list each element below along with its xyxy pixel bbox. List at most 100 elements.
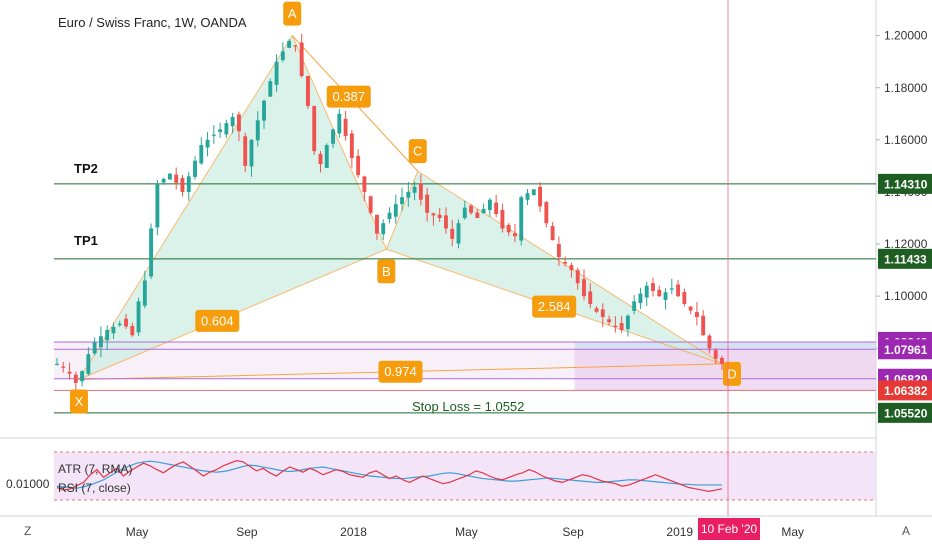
- axis-left-button[interactable]: Z: [24, 524, 31, 538]
- candle-body: [337, 113, 342, 134]
- ratio-label-2-bg: [532, 295, 577, 318]
- crosshair-cursor: 10 Feb '20: [698, 0, 760, 540]
- point-a: A: [288, 6, 297, 21]
- target-zone-blue: [574, 341, 876, 350]
- indicator-pane[interactable]: [54, 451, 876, 501]
- time-axis[interactable]: May Sep 2018 May Sep 2019 May: [126, 525, 804, 539]
- candle-body: [682, 292, 687, 304]
- tp2-label: TP2: [74, 161, 98, 176]
- time-tick-label: 2018: [340, 525, 367, 539]
- candle-body: [105, 330, 110, 341]
- candle-body: [569, 265, 574, 271]
- candle-body: [538, 186, 543, 207]
- tp1-label: TP1: [74, 233, 98, 248]
- candle-body: [588, 291, 593, 304]
- ratio-label-1-bg: [195, 309, 240, 332]
- candle-body: [644, 285, 649, 298]
- candle-body: [205, 139, 210, 148]
- candle-body: [375, 214, 379, 234]
- candle-body: [230, 116, 235, 127]
- price-tick-label: 1.20000: [884, 29, 928, 43]
- candle-body: [425, 194, 430, 213]
- price-tick-label: 1.18000: [884, 81, 928, 95]
- candle-body: [224, 123, 229, 135]
- candle-body: [582, 279, 586, 297]
- candle-body: [312, 106, 317, 152]
- candle-body: [86, 354, 91, 374]
- candle-body: [161, 178, 166, 183]
- candle-body: [437, 214, 442, 218]
- time-tick-label: May: [455, 525, 478, 539]
- price-tick-label: 1.16000: [884, 133, 928, 147]
- level-tag-3: 1.07961: [884, 343, 928, 357]
- point-b-bg: [377, 259, 396, 284]
- time-tick-label: May: [126, 525, 149, 539]
- candle-body: [619, 323, 624, 331]
- price-axis[interactable]: 1.200001.180001.160001.140001.120001.100…: [876, 29, 932, 423]
- candle-body: [638, 293, 643, 304]
- candle-body: [280, 51, 285, 61]
- pattern-labels: X A B C D 0.387 0.604 2.584 0.974: [69, 1, 741, 414]
- candle-body: [193, 160, 197, 177]
- candle-body: [199, 145, 204, 164]
- candle-body: [142, 280, 147, 306]
- level-tag-5: 1.06382: [884, 384, 928, 398]
- candle-body: [349, 133, 354, 159]
- candle-body: [462, 207, 467, 219]
- point-b: B: [382, 264, 391, 279]
- candle-body: [418, 183, 423, 200]
- ratio-label-3: 0.974: [384, 364, 417, 379]
- candle-body: [356, 155, 361, 176]
- candle-body: [293, 45, 298, 47]
- candle-body: [124, 318, 128, 327]
- candle-body: [155, 184, 160, 228]
- candle-body: [487, 199, 492, 211]
- candle-body: [324, 145, 329, 168]
- candle-body: [694, 312, 699, 317]
- candle-body: [663, 292, 668, 300]
- candle-body: [111, 326, 116, 334]
- candle-body: [318, 153, 323, 165]
- candle-body: [186, 176, 191, 192]
- candle-body: [613, 325, 618, 327]
- level-tag-0-bg: [878, 173, 932, 194]
- candle-body: [362, 176, 367, 192]
- candle-body: [287, 40, 292, 48]
- candle-body: [73, 374, 78, 383]
- candle-body: [676, 284, 681, 297]
- candle-body: [500, 209, 505, 229]
- candle-body: [368, 196, 373, 213]
- point-x: X: [75, 394, 84, 409]
- point-a-bg: [283, 1, 302, 26]
- candle-body: [393, 204, 398, 217]
- candle-body: [456, 223, 461, 244]
- candle-body: [525, 193, 530, 200]
- level-tag-6-bg: [878, 402, 932, 423]
- candle-body: [406, 191, 411, 198]
- ratio-label-3-bg: [378, 360, 423, 383]
- candle-body: [707, 335, 712, 349]
- candle-body: [481, 208, 486, 214]
- candle-body: [67, 371, 72, 374]
- ratio-label-1: 0.604: [201, 313, 234, 328]
- candle-body: [249, 139, 254, 167]
- candle-body: [657, 289, 662, 297]
- candle-body: [550, 226, 555, 241]
- ratio-label-0: 0.387: [332, 89, 365, 104]
- candle-body: [180, 178, 185, 192]
- harmonic-pattern: [77, 34, 723, 381]
- axis-right-button[interactable]: A: [902, 524, 910, 538]
- cursor-date-bg: [698, 518, 760, 540]
- candle-body: [98, 336, 103, 348]
- candlestick-series: [55, 33, 724, 392]
- candle-body: [218, 129, 223, 133]
- level-tag-1: 1.11433: [884, 252, 927, 266]
- candle-body: [61, 366, 66, 368]
- time-tick-label: May: [781, 525, 804, 539]
- price-tick-label: 1.10000: [884, 289, 928, 303]
- candle-body: [513, 233, 517, 237]
- candle-body: [274, 61, 279, 85]
- level-tag-5-bg: [878, 380, 932, 401]
- level-tag-6: 1.05520: [884, 406, 928, 420]
